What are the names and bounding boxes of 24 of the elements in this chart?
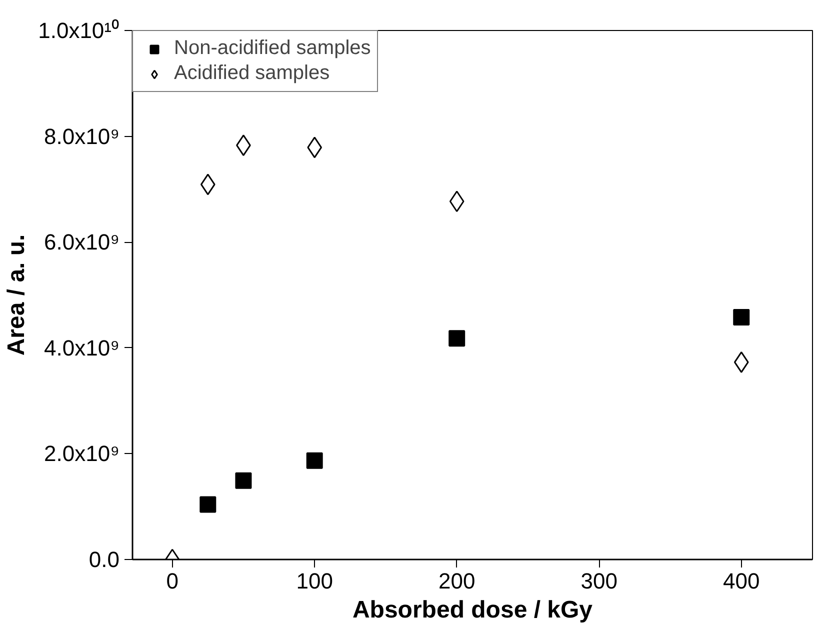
- y-tick-label: 8.0x10⁹: [44, 124, 120, 149]
- y-axis-title: Area / a. u.: [3, 234, 30, 356]
- point: [200, 496, 216, 513]
- y-tick-label: 2.0x10⁹: [44, 441, 120, 466]
- point: [733, 308, 750, 326]
- point: [307, 136, 322, 158]
- x-tick-label: 300: [580, 568, 618, 594]
- point: [449, 190, 464, 212]
- y-tick-label: 6.0x10⁹: [44, 230, 120, 255]
- point: [235, 472, 252, 489]
- x-tick-label: 200: [438, 568, 476, 594]
- point: [734, 351, 749, 373]
- x-tick-label: 400: [723, 568, 760, 594]
- point: [306, 452, 323, 469]
- point: [448, 330, 466, 347]
- y-tick-label: 0.0: [88, 547, 120, 572]
- legend-label: Acidified samples: [174, 62, 330, 85]
- y-tick-label: 4.0x10⁹: [44, 335, 120, 360]
- legend-label: Non-acidified samples: [174, 37, 371, 60]
- x-tick-label: 0: [166, 568, 178, 594]
- x-axis-title: Absorbed dose / kGy: [352, 596, 594, 624]
- point: [200, 174, 216, 196]
- x-tick-label: 100: [296, 568, 333, 594]
- y-tick-label: 1.0x10¹⁰: [38, 18, 120, 43]
